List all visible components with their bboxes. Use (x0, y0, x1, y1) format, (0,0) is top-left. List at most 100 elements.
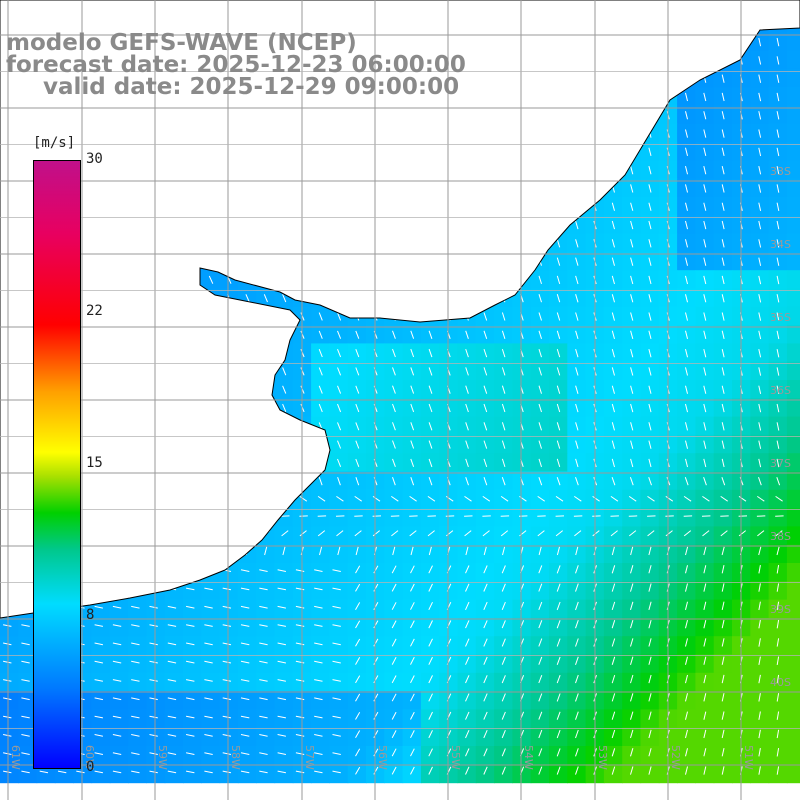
wind-arrow (611, 601, 616, 611)
wind-arrow (630, 367, 634, 376)
wind-cell (457, 672, 477, 692)
wind-cell (494, 672, 513, 692)
wind-arrow (332, 697, 341, 701)
wind-arrow (648, 477, 652, 486)
wind-arrow (648, 257, 652, 266)
wind-cell (549, 563, 568, 582)
wind-arrow (445, 530, 454, 537)
wind-cell (402, 544, 422, 564)
wind-arrow (721, 766, 725, 775)
wind-arrow (738, 495, 747, 502)
lat-label: 36S (770, 384, 791, 397)
wind-arrow (665, 495, 674, 502)
colorbar-tick-15: 15 (86, 455, 103, 471)
wind-cell (402, 727, 422, 747)
wind-cell (420, 563, 440, 582)
wind-cell (567, 727, 587, 747)
wind-arrow (483, 565, 488, 574)
wind-arrow (465, 583, 470, 592)
wind-arrow (703, 147, 707, 157)
wind-cell (274, 599, 294, 619)
wind-cell (0, 709, 19, 729)
wind-cell (384, 508, 404, 527)
wind-arrow (259, 734, 268, 737)
wind-arrow (428, 458, 433, 468)
grid-labels: 33S 34S 35S 36S 37S 38S 39S 40S 61W 60W 59W 58W 57W 5… (9, 165, 791, 770)
wind-arrow (500, 530, 509, 537)
wind-cell (567, 654, 587, 674)
wind-cell (750, 563, 770, 582)
wind-arrow (295, 770, 305, 774)
wind-arrow (391, 530, 399, 537)
wind-arrow (721, 546, 725, 556)
wind-cell (164, 654, 184, 674)
wind-arrow (2, 752, 12, 755)
wind-arrow (482, 495, 491, 502)
wind-cell (786, 123, 800, 143)
wind-arrow (630, 422, 634, 431)
wind-arrow (483, 711, 488, 720)
wind-arrow (575, 385, 579, 394)
wind-arrow (465, 620, 470, 629)
wind-arrow (410, 565, 415, 574)
wind-arrow (611, 693, 616, 702)
wind-arrow (611, 766, 616, 775)
wind-cell (750, 672, 770, 692)
wind-arrow (758, 129, 762, 138)
wind-cell (494, 599, 513, 619)
wind-arrow (204, 752, 213, 755)
wind-arrow (318, 367, 323, 376)
wind-cell (622, 489, 642, 509)
wind-arrow (776, 766, 780, 775)
wind-arrow (167, 715, 177, 719)
wind-cell (677, 489, 696, 509)
wind-cell (256, 727, 276, 747)
wind-cell (183, 727, 202, 747)
wind-arrow (410, 602, 415, 610)
wind-arrow (721, 92, 725, 102)
wind-arrow (776, 385, 780, 395)
wind-cell (256, 691, 276, 710)
wind-arrow (538, 312, 542, 321)
wind-arrow (373, 565, 379, 574)
wind-arrow (240, 697, 250, 701)
wind-arrow (703, 330, 707, 340)
wind-cell (91, 617, 111, 637)
wind-cell (677, 764, 696, 784)
wind-cell (622, 727, 642, 747)
wind-arrow (630, 440, 634, 449)
wind-cell (256, 581, 276, 601)
wind-cell (640, 526, 660, 546)
wind-arrow (758, 111, 762, 120)
wind-cell (384, 709, 404, 729)
wind-cell (219, 654, 239, 674)
wind-cell (786, 325, 800, 344)
wind-cell (786, 617, 800, 637)
wind-arrow (538, 583, 543, 592)
wind-arrow (703, 202, 707, 211)
wind-arrow (721, 257, 725, 266)
wind-cell (713, 581, 733, 601)
wind-arrow (703, 711, 707, 720)
wind-cell (311, 691, 330, 710)
wind-cell (640, 617, 660, 637)
wind-arrow (758, 312, 762, 321)
wind-cell (164, 746, 184, 765)
wind-arrow (685, 674, 688, 684)
wind-cell (457, 563, 477, 582)
wind-arrow (428, 477, 433, 486)
wind-arrow (630, 184, 634, 193)
lon-label: 58W (229, 745, 242, 770)
wind-arrow (703, 766, 707, 775)
lon-label: 51W (742, 745, 755, 770)
wind-arrow (337, 546, 341, 556)
wind-arrow (721, 184, 725, 193)
wind-arrow (167, 770, 177, 774)
wind-arrow (685, 583, 688, 592)
wind-arrow (2, 697, 12, 701)
wind-arrow (391, 656, 397, 665)
wind-cell (457, 636, 477, 656)
wind-cell (73, 764, 93, 784)
wind-arrow (630, 220, 634, 230)
wind-arrow (775, 530, 783, 537)
